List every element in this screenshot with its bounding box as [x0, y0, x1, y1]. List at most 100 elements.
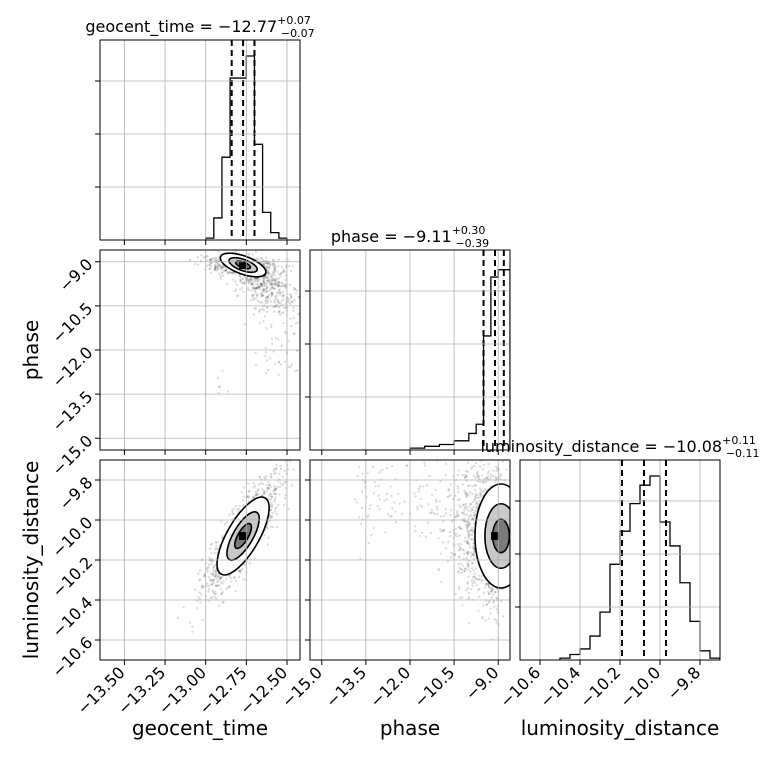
sample-point [473, 576, 476, 579]
sample-point [254, 250, 258, 254]
sample-point [271, 305, 275, 309]
sample-point [474, 567, 478, 570]
sample-point [277, 277, 281, 280]
sample-point [275, 506, 278, 509]
sample-point [274, 455, 276, 457]
sample-point [263, 277, 267, 280]
sample-point [247, 253, 250, 256]
sample-point [489, 590, 493, 593]
sample-point [273, 287, 276, 290]
sample-point [478, 480, 482, 483]
sample-point [221, 270, 224, 274]
sample-point [247, 289, 250, 292]
sample-point [306, 327, 308, 329]
sample-point [255, 490, 258, 494]
hist-panel-geocent_time [95, 39, 301, 245]
sample-point [471, 545, 474, 548]
sample-point [284, 284, 287, 288]
sample-point [277, 311, 280, 314]
sample-point [266, 271, 270, 274]
sample-point [272, 282, 275, 285]
sample-point [464, 491, 468, 494]
sample-point [206, 254, 209, 258]
sample-point [485, 476, 488, 479]
sample-point [290, 296, 293, 299]
sample-point [480, 579, 483, 583]
sample-point [474, 494, 477, 497]
sample-point [429, 511, 432, 515]
sample-point [434, 498, 438, 502]
sample-point [269, 509, 273, 512]
sample-point [303, 283, 305, 285]
sample-point [214, 592, 218, 595]
sample-point [323, 300, 325, 302]
sample-point [257, 483, 261, 486]
sample-point [266, 279, 269, 282]
sample-point [467, 564, 470, 567]
y-axis-label-luminosity_distance: luminosity_distance [19, 461, 43, 660]
sample-point [260, 292, 263, 295]
sample-point [359, 557, 362, 560]
sample-point [277, 291, 280, 295]
sample-point [251, 294, 254, 297]
sample-point [274, 492, 278, 495]
sample-point [396, 492, 400, 496]
sample-point [287, 340, 290, 343]
sample-point [254, 278, 257, 281]
sample-point [261, 494, 264, 497]
sample-point [311, 341, 313, 343]
sample-point [293, 286, 296, 290]
sample-point [465, 524, 468, 528]
sample-point [466, 587, 470, 590]
sample-point [257, 258, 260, 261]
sample-point [215, 544, 218, 548]
sample-point [495, 621, 498, 624]
sample-point [212, 581, 215, 585]
sample-point [456, 485, 459, 488]
sample-point [385, 498, 389, 501]
sample-point [256, 279, 259, 283]
sample-point [278, 493, 281, 496]
sample-point [249, 277, 253, 280]
sample-point [477, 456, 479, 458]
sample-point [273, 287, 277, 291]
sample-point [273, 362, 277, 366]
sample-point [458, 566, 461, 570]
sample-point [466, 470, 470, 474]
sample-point [474, 483, 477, 487]
sample-point [378, 498, 382, 501]
sample-point [273, 268, 277, 271]
sample-point [247, 280, 250, 283]
sample-point [465, 494, 468, 497]
sample-point [273, 283, 276, 286]
sample-point [430, 493, 434, 497]
sample-point [290, 269, 293, 273]
sample-point [462, 517, 466, 520]
sample-point [252, 313, 255, 316]
sample-point [292, 309, 295, 313]
sample-point [450, 520, 454, 523]
sample-point [273, 279, 276, 283]
sample-point [494, 591, 497, 594]
sample-point [467, 524, 471, 528]
sample-point [282, 298, 285, 301]
sample-point [476, 480, 479, 483]
sample-point [464, 536, 467, 539]
sample-point [207, 584, 211, 588]
sample-point [217, 574, 220, 578]
sample-point [249, 280, 252, 283]
sample-point [268, 483, 271, 487]
sample-point [265, 291, 269, 294]
sample-point [450, 509, 453, 512]
sample-point [270, 493, 273, 496]
sample-point [212, 569, 215, 572]
sample-point [440, 530, 443, 533]
sample-point [220, 592, 223, 596]
sample-point [456, 512, 459, 515]
sample-point [282, 321, 285, 325]
sample-point [215, 585, 218, 588]
sample-point [277, 361, 281, 364]
sample-point [254, 280, 257, 283]
sample-point [290, 294, 293, 297]
sample-point [213, 574, 216, 578]
